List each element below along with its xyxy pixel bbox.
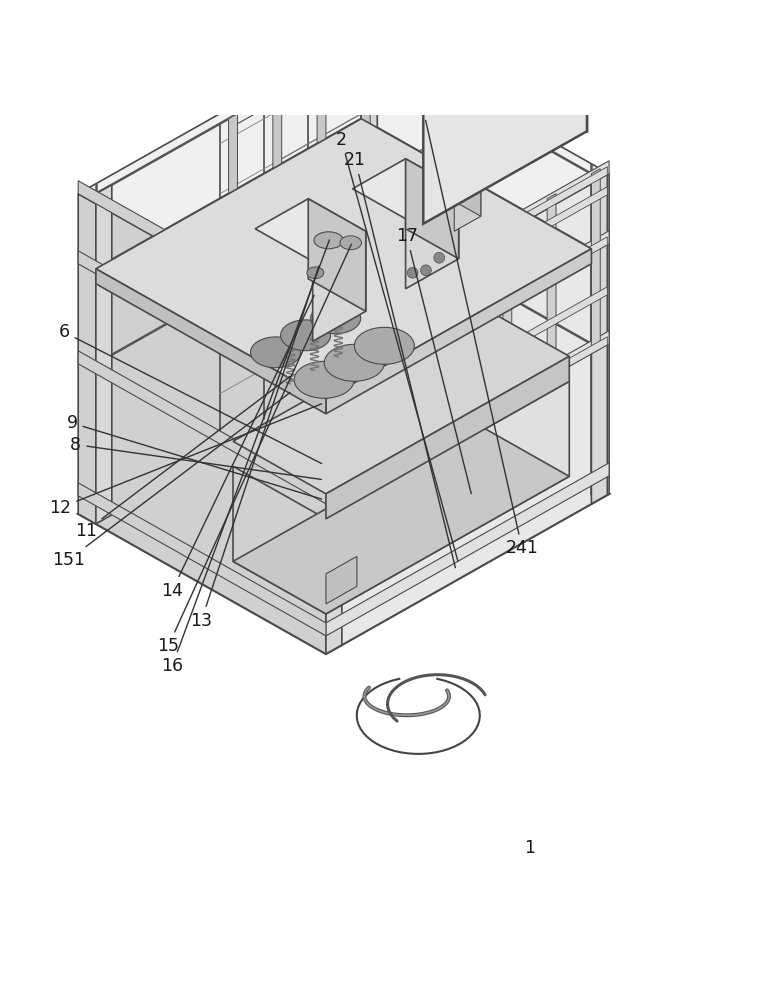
Polygon shape	[326, 381, 570, 614]
Circle shape	[421, 265, 432, 276]
Polygon shape	[96, 119, 591, 399]
Polygon shape	[312, 231, 366, 341]
Text: 21: 21	[344, 151, 456, 568]
Polygon shape	[233, 424, 570, 614]
Polygon shape	[591, 169, 601, 354]
Polygon shape	[229, 114, 237, 299]
Text: 14: 14	[161, 295, 314, 600]
Ellipse shape	[294, 361, 354, 398]
Polygon shape	[446, 166, 480, 216]
Polygon shape	[454, 186, 480, 231]
Text: 9: 9	[67, 414, 322, 499]
Text: 24: 24	[0, 999, 1, 1000]
Polygon shape	[459, 167, 608, 259]
Polygon shape	[96, 269, 326, 414]
Text: 25: 25	[0, 999, 1, 1000]
Polygon shape	[326, 161, 609, 334]
Ellipse shape	[307, 267, 324, 279]
Polygon shape	[374, 0, 587, 131]
Polygon shape	[78, 351, 326, 504]
Text: 15: 15	[157, 244, 351, 655]
Polygon shape	[459, 337, 608, 429]
Polygon shape	[233, 304, 570, 494]
Text: 16: 16	[161, 240, 329, 675]
Polygon shape	[78, 354, 609, 654]
Polygon shape	[326, 315, 342, 654]
Polygon shape	[405, 189, 459, 289]
Text: 12: 12	[50, 404, 322, 517]
Ellipse shape	[354, 327, 415, 364]
Ellipse shape	[311, 303, 360, 334]
Polygon shape	[78, 34, 609, 334]
Ellipse shape	[324, 344, 384, 381]
Polygon shape	[317, 64, 326, 249]
Polygon shape	[503, 219, 512, 404]
Text: 8: 8	[71, 436, 322, 479]
Polygon shape	[547, 194, 556, 379]
Ellipse shape	[281, 320, 331, 351]
Ellipse shape	[314, 232, 343, 249]
Polygon shape	[255, 199, 366, 261]
Polygon shape	[326, 463, 609, 636]
Polygon shape	[423, 0, 587, 224]
Polygon shape	[273, 89, 281, 274]
Polygon shape	[326, 356, 570, 519]
Polygon shape	[361, 39, 370, 224]
Circle shape	[408, 267, 418, 278]
Polygon shape	[459, 287, 608, 379]
Text: 22: 22	[0, 999, 1, 1000]
Text: 1: 1	[525, 839, 536, 857]
Text: 241: 241	[425, 120, 539, 557]
Polygon shape	[405, 159, 459, 259]
Polygon shape	[459, 237, 608, 329]
Polygon shape	[211, 0, 587, 24]
Polygon shape	[353, 159, 459, 219]
Polygon shape	[459, 244, 467, 429]
Polygon shape	[78, 194, 326, 654]
Polygon shape	[361, 35, 377, 374]
Polygon shape	[459, 187, 608, 279]
Polygon shape	[78, 181, 326, 334]
Text: 23: 23	[0, 999, 1, 1000]
Polygon shape	[326, 174, 609, 654]
Polygon shape	[308, 199, 366, 311]
Polygon shape	[96, 185, 112, 524]
Text: 20: 20	[0, 999, 1, 1000]
Polygon shape	[326, 231, 609, 404]
Text: 151: 151	[52, 392, 290, 569]
Text: 2: 2	[336, 131, 458, 561]
Polygon shape	[326, 556, 357, 604]
Text: 13: 13	[191, 266, 319, 630]
Polygon shape	[591, 165, 608, 504]
Polygon shape	[78, 251, 326, 404]
Polygon shape	[326, 331, 609, 504]
Polygon shape	[233, 466, 326, 614]
Text: 6: 6	[59, 323, 322, 464]
Polygon shape	[326, 249, 591, 414]
Polygon shape	[78, 483, 326, 636]
Ellipse shape	[250, 337, 301, 368]
Text: 11: 11	[75, 376, 290, 540]
Text: 17: 17	[396, 227, 471, 494]
Ellipse shape	[340, 236, 361, 250]
Circle shape	[434, 252, 445, 263]
